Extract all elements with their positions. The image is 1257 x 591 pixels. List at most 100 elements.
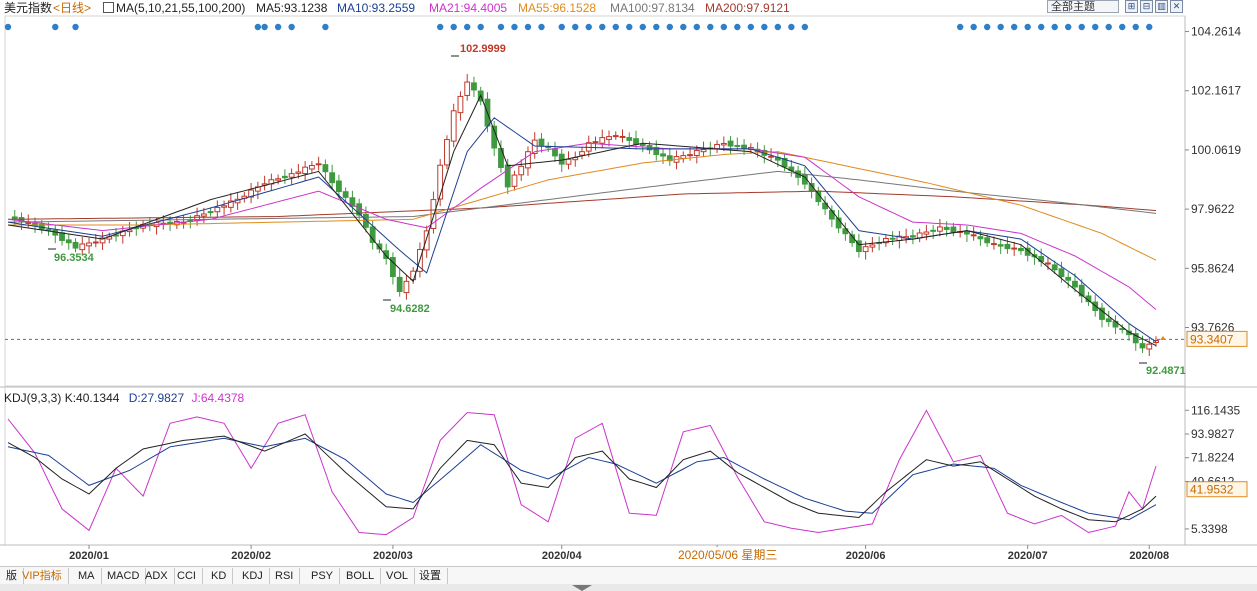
signal-dot bbox=[599, 23, 606, 31]
theme-selector-button[interactable]: 全部主题 bbox=[1047, 0, 1119, 13]
candle-body-up bbox=[25, 221, 32, 224]
candle-body-up bbox=[450, 110, 457, 142]
candle bbox=[579, 147, 585, 160]
chart-header: 美元指数 <日线> MA(5,10,21,55,100,200) MA5:93.… bbox=[0, 0, 1257, 16]
candle-body-down bbox=[335, 180, 342, 193]
ma-toggle-icon[interactable] bbox=[103, 2, 114, 13]
candle-body-down bbox=[1099, 307, 1105, 320]
candle-body-down bbox=[1072, 280, 1078, 288]
tab-0[interactable]: 版 bbox=[0, 568, 24, 584]
kdj-j-line bbox=[7, 409, 1157, 536]
signal-dot bbox=[612, 23, 619, 31]
price-axis: 104.2614102.1617100.061997.962295.862493… bbox=[1185, 25, 1241, 334]
candle bbox=[423, 225, 430, 258]
tab-3[interactable]: MACD bbox=[101, 568, 147, 584]
kdj-k-value: K:40.1344 bbox=[64, 391, 120, 405]
tab-8[interactable]: RSI bbox=[269, 568, 301, 584]
candle bbox=[923, 224, 930, 241]
candle bbox=[619, 129, 626, 143]
candle-body-down bbox=[1058, 268, 1065, 278]
candle bbox=[194, 207, 200, 226]
close-icon[interactable]: ✕ bbox=[1170, 0, 1183, 13]
candle-body-up bbox=[923, 231, 930, 235]
time-tick-label: 2020/06 bbox=[846, 550, 886, 562]
signal-dot bbox=[1010, 23, 1018, 31]
candle bbox=[639, 138, 646, 153]
ma200-line bbox=[8, 190, 1157, 220]
time-tick-label: 2020/04 bbox=[542, 550, 583, 562]
signal-dot bbox=[693, 23, 700, 31]
candle-body-down bbox=[1105, 318, 1112, 323]
candle bbox=[59, 224, 65, 246]
chart-canvas[interactable]: 104.2614 102.1617 100.0619 97.9622 95.8624 93… bbox=[0, 0, 1257, 566]
candle bbox=[552, 141, 558, 163]
tab-12[interactable]: 设置 bbox=[413, 568, 448, 584]
zoom-in-icon[interactable]: ⊞ bbox=[1125, 0, 1138, 13]
candle-body-up bbox=[200, 213, 207, 217]
candle-body-up bbox=[423, 230, 430, 251]
tab-5[interactable]: CCI bbox=[171, 568, 203, 584]
candle bbox=[1051, 260, 1058, 275]
candle-body-down bbox=[950, 226, 957, 233]
candle bbox=[761, 145, 768, 164]
signal-dot bbox=[288, 23, 295, 31]
candle bbox=[855, 233, 862, 258]
signal-dot bbox=[572, 23, 579, 31]
candle bbox=[781, 154, 788, 172]
candle bbox=[471, 76, 477, 97]
candle-body-down bbox=[558, 153, 565, 165]
candle bbox=[930, 225, 937, 240]
candle bbox=[970, 226, 977, 241]
candle bbox=[1045, 256, 1051, 271]
candle-body-down bbox=[471, 82, 477, 91]
tab-7[interactable]: KDJ bbox=[236, 568, 270, 584]
candle bbox=[444, 135, 450, 170]
candle bbox=[531, 132, 538, 159]
time-tick-label: 2020/08 bbox=[1129, 550, 1169, 562]
candle bbox=[1072, 273, 1078, 293]
candle-body-up bbox=[308, 164, 315, 170]
candle bbox=[288, 168, 295, 186]
candle-body-up bbox=[1045, 262, 1051, 265]
scroll-strip[interactable] bbox=[0, 584, 1257, 591]
candle-body-up bbox=[970, 234, 977, 237]
candle-body-up bbox=[511, 174, 518, 187]
ma5-value: MA5:93.1238 bbox=[256, 1, 328, 15]
candle-body-down bbox=[207, 211, 214, 214]
kdj-d-line bbox=[7, 437, 1157, 521]
signal-dot bbox=[720, 23, 728, 31]
candle bbox=[450, 103, 457, 148]
candle-body-up bbox=[579, 151, 585, 156]
moving-average-lines bbox=[7, 94, 1157, 347]
tab-1[interactable]: VIP指标 bbox=[16, 568, 69, 584]
tab-10[interactable]: BOLL bbox=[340, 568, 382, 584]
price-tick-label: 102.1617 bbox=[1191, 84, 1241, 98]
candle-body-down bbox=[59, 232, 65, 241]
tab-4[interactable]: ADX bbox=[139, 568, 175, 584]
candle bbox=[275, 174, 282, 185]
low-annotation-jan: 96.3534 bbox=[54, 252, 95, 264]
layout-icon[interactable]: ▥ bbox=[1155, 0, 1168, 13]
candle bbox=[52, 225, 59, 244]
candle bbox=[1105, 310, 1112, 327]
time-tick-label: 2020/07 bbox=[1008, 550, 1048, 562]
tab-2[interactable]: MA bbox=[72, 568, 102, 584]
tab-6[interactable]: KD bbox=[205, 568, 234, 584]
period-label[interactable]: <日线> bbox=[53, 1, 92, 15]
zoom-out-icon[interactable]: ⊟ bbox=[1140, 0, 1153, 13]
candle bbox=[612, 131, 619, 140]
scroll-down-icon[interactable] bbox=[572, 585, 592, 591]
candle bbox=[518, 159, 525, 181]
candle-body-down bbox=[72, 241, 79, 249]
candle-body-up bbox=[275, 178, 282, 181]
candle bbox=[86, 237, 92, 254]
signal-dot bbox=[1024, 23, 1031, 31]
candle bbox=[72, 238, 79, 253]
candle bbox=[869, 236, 876, 253]
tab-9[interactable]: PSY bbox=[305, 568, 341, 584]
signal-dot bbox=[322, 23, 329, 31]
tab-11[interactable]: VOL bbox=[380, 568, 416, 584]
signal-dot bbox=[524, 23, 532, 31]
candle-body-down bbox=[390, 257, 396, 278]
